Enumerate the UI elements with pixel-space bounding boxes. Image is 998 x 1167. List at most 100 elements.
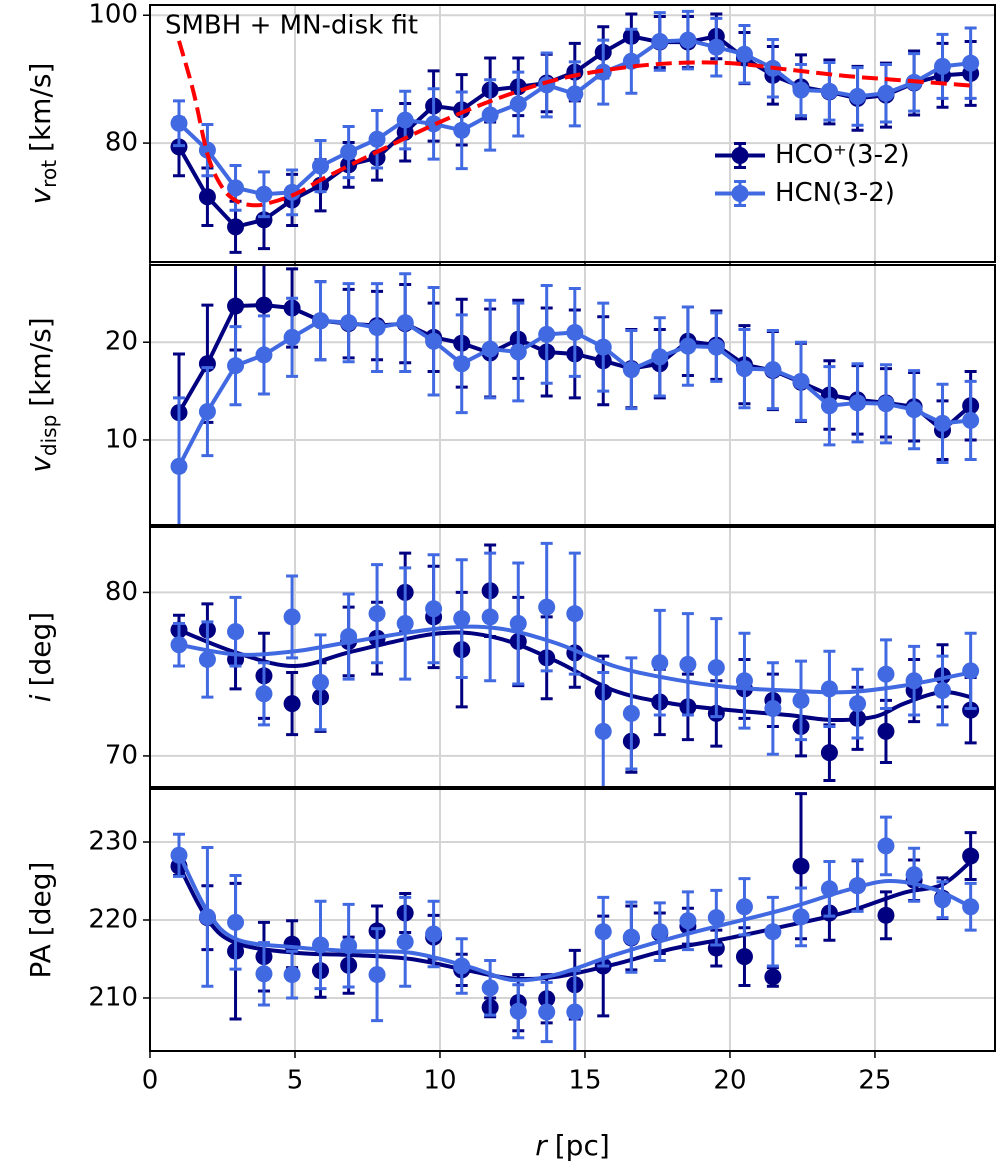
legend-marker <box>731 185 749 202</box>
axis-label: PA [deg] <box>24 862 57 979</box>
data-point <box>877 722 895 740</box>
data-layer <box>170 792 980 1051</box>
legend-label: HCO⁺(3-2) <box>775 140 910 170</box>
axis-label-symbol: i <box>24 694 57 702</box>
data-point <box>481 979 499 997</box>
data-point <box>170 846 188 864</box>
data-point <box>566 85 584 103</box>
data-point <box>934 414 952 432</box>
data-point <box>312 157 330 175</box>
axis-label: i [deg] <box>24 612 57 702</box>
data-point <box>255 346 273 364</box>
data-point <box>792 908 810 926</box>
data-point <box>340 314 358 332</box>
data-point <box>707 338 725 356</box>
data-point <box>396 933 414 951</box>
data-point <box>820 397 838 415</box>
data-point <box>340 143 358 161</box>
data-point <box>849 394 867 412</box>
y-tick-label: 220 <box>88 905 138 935</box>
axis-label-unit: [km/s] <box>24 63 57 152</box>
y-tick-label: 80 <box>105 128 138 158</box>
legend-marker <box>731 147 749 164</box>
data-point <box>792 372 810 390</box>
data-point <box>453 355 471 373</box>
data-point <box>396 111 414 129</box>
data-point <box>312 312 330 330</box>
data-point <box>651 32 669 50</box>
data-point <box>849 87 867 105</box>
data-point <box>849 877 867 895</box>
y-tick-label: 70 <box>105 740 138 770</box>
data-point <box>679 337 697 355</box>
y-tick-label: 20 <box>105 327 138 357</box>
data-point <box>396 314 414 332</box>
data-point <box>962 411 980 429</box>
data-point <box>255 685 273 703</box>
data-point <box>651 654 669 672</box>
axis-label: r [pc] <box>535 1129 610 1162</box>
data-point <box>368 605 386 623</box>
x-tick-label: 5 <box>287 1066 304 1096</box>
axis-label-symbol: r <box>535 1129 548 1162</box>
data-point <box>792 857 810 875</box>
data-point <box>905 672 923 690</box>
axis-label-symbol: PA <box>24 944 57 978</box>
axis-label-subscript: disp <box>37 415 61 456</box>
data-point <box>820 680 838 698</box>
data-point <box>425 925 443 943</box>
data-point <box>679 912 697 930</box>
data-point <box>227 297 245 315</box>
data-point <box>764 700 782 718</box>
data-point <box>283 328 301 346</box>
data-point <box>735 672 753 690</box>
y-tick-label: 80 <box>105 577 138 607</box>
data-point <box>425 332 443 350</box>
data-point <box>509 95 527 113</box>
data-point <box>538 598 556 616</box>
data-point <box>283 183 301 201</box>
y-tick-label: 10 <box>105 424 138 454</box>
y-tick-label: 100 <box>88 0 138 30</box>
data-point <box>651 923 669 941</box>
data-point <box>820 880 838 898</box>
data-point <box>509 343 527 361</box>
data-point <box>962 54 980 72</box>
data-point <box>962 662 980 680</box>
data-point <box>877 837 895 855</box>
data-point <box>198 188 216 206</box>
data-layer <box>170 9 980 254</box>
data-point <box>481 106 499 124</box>
data-point <box>849 695 867 713</box>
y-tick-label: 230 <box>88 827 138 857</box>
data-point <box>340 937 358 955</box>
data-point <box>368 966 386 984</box>
data-point <box>227 623 245 641</box>
axis-label: vdisp [km/s] <box>24 317 61 472</box>
data-point <box>594 923 612 941</box>
axes-frame <box>149 788 996 1052</box>
data-point <box>283 608 301 626</box>
data-point <box>198 141 216 159</box>
data-point <box>679 655 697 673</box>
axes-frame <box>149 264 996 526</box>
legend-label: HCN(3-2) <box>775 178 895 208</box>
data-point <box>735 45 753 63</box>
data-point <box>877 665 895 683</box>
axes-frame <box>149 4 996 263</box>
data-point <box>877 84 895 102</box>
data-point <box>962 898 980 916</box>
axis-label-unit: [deg] <box>24 862 57 937</box>
fit-line <box>177 40 971 208</box>
data-point <box>594 338 612 356</box>
data-point <box>198 650 216 668</box>
data-point <box>962 701 980 719</box>
axis-label-symbol: v <box>24 456 57 473</box>
data-point <box>368 319 386 337</box>
data-point <box>707 909 725 927</box>
data-point <box>651 348 669 366</box>
axis-label: vrot [km/s] <box>24 63 61 205</box>
data-point <box>905 866 923 884</box>
panel: 0 5 10 15 20 25 210 220 230 <box>88 788 996 1096</box>
